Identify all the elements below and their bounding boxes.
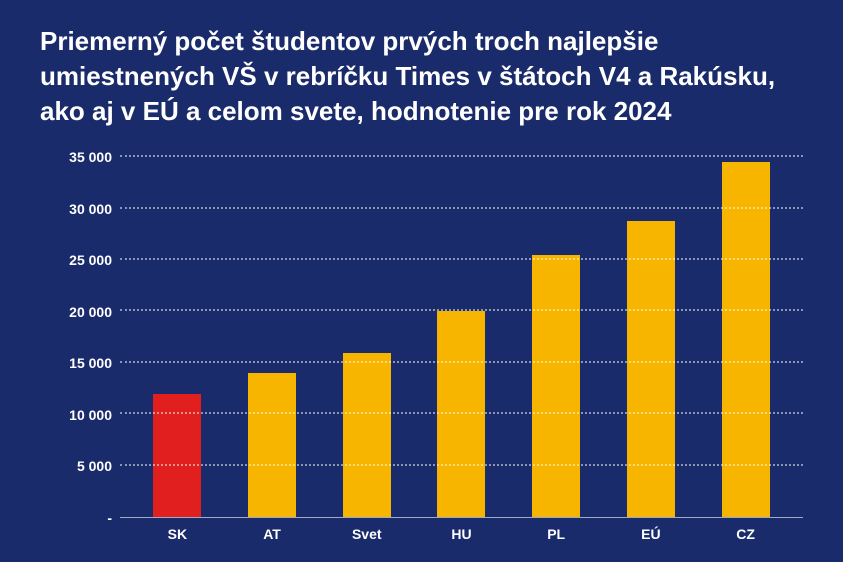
x-label-eú: EÚ: [627, 526, 675, 542]
bar-pl: [532, 255, 580, 517]
gridline: [120, 207, 803, 209]
x-label-cz: CZ: [722, 526, 770, 542]
x-label-pl: PL: [532, 526, 580, 542]
bar-at: [248, 373, 296, 517]
x-label-svet: Svet: [343, 526, 391, 542]
x-labels: SK AT Svet HU PL EÚ CZ: [120, 518, 803, 542]
gridline: [120, 412, 803, 414]
gridline: [120, 309, 803, 311]
y-tick-label: 15 000: [69, 355, 112, 371]
gridline: [120, 464, 803, 466]
gridline: [120, 258, 803, 260]
gridline: [120, 155, 803, 157]
plot-row: -5 00010 00015 00020 00025 00030 00035 0…: [40, 157, 803, 518]
x-axis: SK AT Svet HU PL EÚ CZ: [40, 518, 803, 542]
y-tick-label: 20 000: [69, 304, 112, 320]
chart: -5 00010 00015 00020 00025 00030 00035 0…: [40, 157, 803, 542]
y-tick-label: 25 000: [69, 252, 112, 268]
y-tick-label: 5 000: [77, 458, 112, 474]
gridline: [120, 361, 803, 363]
chart-title: Priemerný počet študentov prvých troch n…: [40, 24, 803, 129]
x-label-at: AT: [248, 526, 296, 542]
y-tick-label: 10 000: [69, 407, 112, 423]
y-axis: -5 00010 00015 00020 00025 00030 00035 0…: [40, 157, 120, 518]
y-tick-label: 30 000: [69, 201, 112, 217]
x-label-sk: SK: [153, 526, 201, 542]
y-tick-label: -: [107, 510, 112, 526]
plot-area: [120, 157, 803, 518]
bar-eú: [627, 221, 675, 517]
y-tick-label: 35 000: [69, 149, 112, 165]
bar-svet: [343, 353, 391, 517]
x-label-hu: HU: [437, 526, 485, 542]
